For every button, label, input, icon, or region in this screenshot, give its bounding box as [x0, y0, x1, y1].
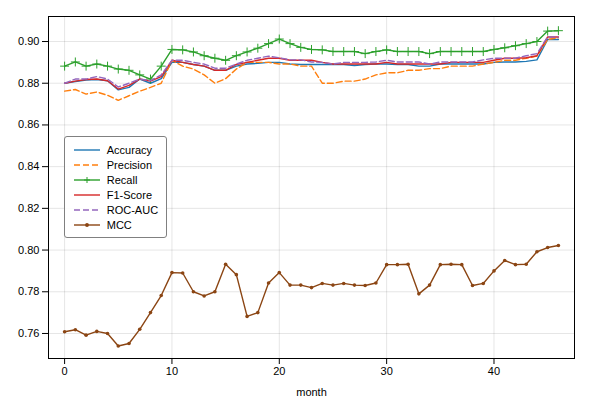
svg-text:0.76: 0.76	[18, 327, 39, 339]
svg-text:0.78: 0.78	[18, 285, 39, 297]
svg-text:month: month	[296, 386, 327, 398]
html-text:Recall: Recall	[106, 173, 138, 186]
html-text:F1-Score: F1-Score	[106, 188, 152, 201]
svg-text:0.82: 0.82	[18, 202, 39, 214]
html-text:MCC: MCC	[106, 218, 132, 231]
svg-text:0.84: 0.84	[18, 160, 39, 172]
svg-text:0.86: 0.86	[18, 118, 39, 130]
svg-text:0: 0	[62, 365, 68, 377]
svg-text:10: 10	[166, 365, 178, 377]
html-text:Precision: Precision	[106, 158, 152, 171]
svg-text:0.90: 0.90	[18, 35, 39, 47]
svg-text:30: 30	[381, 365, 393, 377]
svg-text:0.80: 0.80	[18, 244, 39, 256]
html-text:ROC-AUC: ROC-AUC	[106, 203, 159, 216]
html-text:Accuracy: Accuracy	[106, 143, 152, 156]
svg-text:20: 20	[273, 365, 285, 377]
svg-text:0.88: 0.88	[18, 77, 39, 89]
svg-text:40: 40	[488, 365, 500, 377]
